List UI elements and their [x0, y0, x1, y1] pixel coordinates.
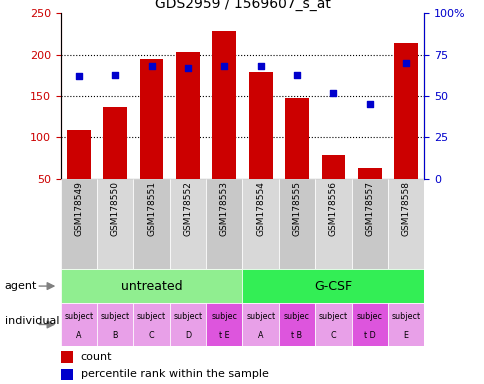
Text: t E: t E — [219, 331, 229, 339]
Point — [75, 73, 82, 79]
Bar — [285, 98, 308, 179]
Text: GSM178550: GSM178550 — [110, 181, 120, 236]
Bar — [139, 59, 163, 179]
Bar — [133, 179, 169, 269]
Bar — [60, 179, 97, 269]
Text: subject: subject — [245, 312, 275, 321]
Bar — [60, 351, 73, 363]
Bar — [351, 179, 387, 269]
Text: GSM178555: GSM178555 — [292, 181, 301, 236]
Text: subject: subject — [64, 312, 93, 321]
Text: agent: agent — [5, 281, 37, 291]
Text: subjec: subjec — [284, 312, 309, 321]
Bar — [206, 179, 242, 269]
Bar — [351, 303, 387, 346]
Bar — [60, 369, 73, 380]
Text: untreated: untreated — [121, 280, 182, 293]
Title: GDS2959 / 1569607_s_at: GDS2959 / 1569607_s_at — [154, 0, 330, 11]
Bar — [278, 303, 315, 346]
Point — [183, 65, 191, 71]
Text: A: A — [257, 331, 263, 339]
Text: count: count — [80, 352, 112, 362]
Bar — [387, 179, 424, 269]
Text: D: D — [184, 331, 191, 339]
Text: B: B — [112, 331, 118, 339]
Text: subject: subject — [391, 312, 420, 321]
Bar — [67, 130, 91, 179]
Text: subject: subject — [318, 312, 348, 321]
Point — [256, 63, 264, 70]
Text: GSM178553: GSM178553 — [219, 181, 228, 236]
Bar — [387, 303, 424, 346]
Text: subject: subject — [136, 312, 166, 321]
Text: GSM178549: GSM178549 — [74, 181, 83, 236]
Bar — [103, 107, 127, 179]
Text: G-CSF: G-CSF — [314, 280, 352, 293]
Bar — [206, 303, 242, 346]
Text: E: E — [403, 331, 408, 339]
Point — [147, 63, 155, 70]
Text: A: A — [76, 331, 81, 339]
Bar — [60, 269, 242, 303]
Bar — [97, 303, 133, 346]
Bar — [169, 179, 206, 269]
Bar — [321, 156, 345, 179]
Text: subjec: subjec — [211, 312, 237, 321]
Bar — [315, 303, 351, 346]
Text: subject: subject — [173, 312, 202, 321]
Text: subject: subject — [100, 312, 130, 321]
Text: individual: individual — [5, 316, 59, 326]
Text: C: C — [330, 331, 335, 339]
Bar — [242, 269, 424, 303]
Bar — [393, 43, 417, 179]
Bar — [248, 72, 272, 179]
Text: GSM178557: GSM178557 — [364, 181, 374, 236]
Bar — [60, 303, 97, 346]
Bar — [242, 303, 278, 346]
Bar — [133, 303, 169, 346]
Text: GSM178558: GSM178558 — [401, 181, 410, 236]
Text: subjec: subjec — [356, 312, 382, 321]
Text: t B: t B — [291, 331, 302, 339]
Text: GSM178552: GSM178552 — [183, 181, 192, 236]
Text: percentile rank within the sample: percentile rank within the sample — [80, 369, 268, 379]
Bar — [176, 52, 199, 179]
Text: C: C — [149, 331, 154, 339]
Bar — [315, 179, 351, 269]
Text: GSM178551: GSM178551 — [147, 181, 156, 236]
Point — [401, 60, 409, 66]
Bar — [278, 179, 315, 269]
Point — [292, 71, 300, 78]
Bar — [212, 31, 236, 179]
Point — [365, 101, 373, 108]
Point — [111, 71, 119, 78]
Bar — [169, 303, 206, 346]
Text: t D: t D — [363, 331, 375, 339]
Point — [329, 89, 336, 96]
Text: GSM178554: GSM178554 — [256, 181, 265, 236]
Bar — [242, 179, 278, 269]
Text: GSM178556: GSM178556 — [328, 181, 337, 236]
Bar — [357, 168, 381, 179]
Bar — [97, 179, 133, 269]
Point — [220, 63, 227, 70]
